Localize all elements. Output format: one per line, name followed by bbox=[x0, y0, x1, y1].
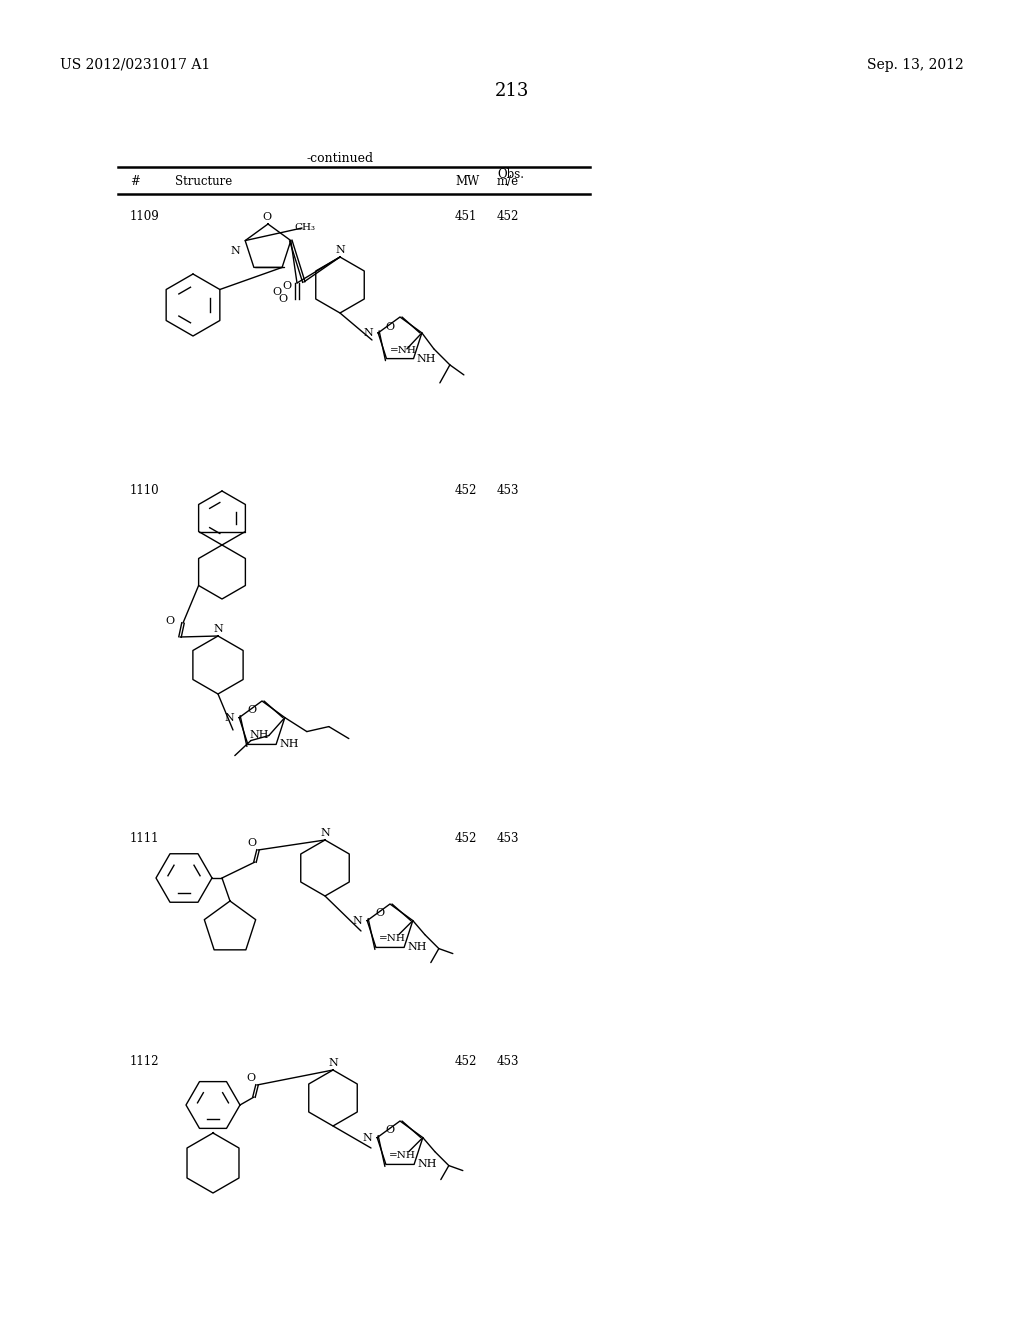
Text: N: N bbox=[328, 1059, 338, 1068]
Text: N: N bbox=[321, 828, 330, 838]
Text: O: O bbox=[262, 213, 271, 222]
Text: N: N bbox=[364, 327, 373, 338]
Text: #: # bbox=[130, 176, 140, 187]
Text: 453: 453 bbox=[497, 484, 519, 498]
Text: 1109: 1109 bbox=[130, 210, 160, 223]
Text: O: O bbox=[248, 705, 257, 715]
Text: NH: NH bbox=[280, 739, 299, 750]
Text: O: O bbox=[272, 286, 282, 297]
Text: 452: 452 bbox=[455, 484, 477, 498]
Text: -continued: -continued bbox=[306, 152, 374, 165]
Text: MW: MW bbox=[455, 176, 479, 187]
Text: N: N bbox=[224, 713, 234, 722]
Text: Structure: Structure bbox=[175, 176, 232, 187]
Text: US 2012/0231017 A1: US 2012/0231017 A1 bbox=[60, 58, 210, 73]
Text: Obs.: Obs. bbox=[497, 168, 524, 181]
Text: O: O bbox=[386, 1125, 395, 1135]
Text: O: O bbox=[279, 294, 288, 304]
Text: O: O bbox=[386, 322, 395, 333]
Text: 1111: 1111 bbox=[130, 832, 160, 845]
Text: O: O bbox=[376, 908, 385, 917]
Text: O: O bbox=[166, 616, 175, 626]
Text: 452: 452 bbox=[455, 1055, 477, 1068]
Text: m/e: m/e bbox=[497, 176, 519, 187]
Text: N: N bbox=[213, 624, 223, 634]
Text: 1110: 1110 bbox=[130, 484, 160, 498]
Text: O: O bbox=[248, 838, 257, 847]
Text: N: N bbox=[335, 246, 345, 255]
Text: =NH: =NH bbox=[389, 1151, 416, 1160]
Text: 453: 453 bbox=[497, 1055, 519, 1068]
Text: 453: 453 bbox=[497, 832, 519, 845]
Text: N: N bbox=[352, 916, 362, 925]
Text: 452: 452 bbox=[455, 832, 477, 845]
Text: 451: 451 bbox=[455, 210, 477, 223]
Text: NH: NH bbox=[417, 1159, 436, 1170]
Text: O: O bbox=[247, 1073, 256, 1082]
Text: =NH: =NH bbox=[379, 935, 406, 944]
Text: Sep. 13, 2012: Sep. 13, 2012 bbox=[867, 58, 964, 73]
Text: NH: NH bbox=[417, 354, 436, 363]
Text: 452: 452 bbox=[497, 210, 519, 223]
Text: 213: 213 bbox=[495, 82, 529, 100]
Text: O: O bbox=[283, 281, 292, 290]
Text: 1112: 1112 bbox=[130, 1055, 160, 1068]
Text: N: N bbox=[230, 246, 240, 256]
Text: NH: NH bbox=[250, 730, 269, 741]
Text: N: N bbox=[362, 1133, 372, 1143]
Text: NH: NH bbox=[408, 942, 427, 953]
Text: =NH: =NH bbox=[389, 346, 417, 355]
Text: CH₃: CH₃ bbox=[294, 223, 315, 232]
